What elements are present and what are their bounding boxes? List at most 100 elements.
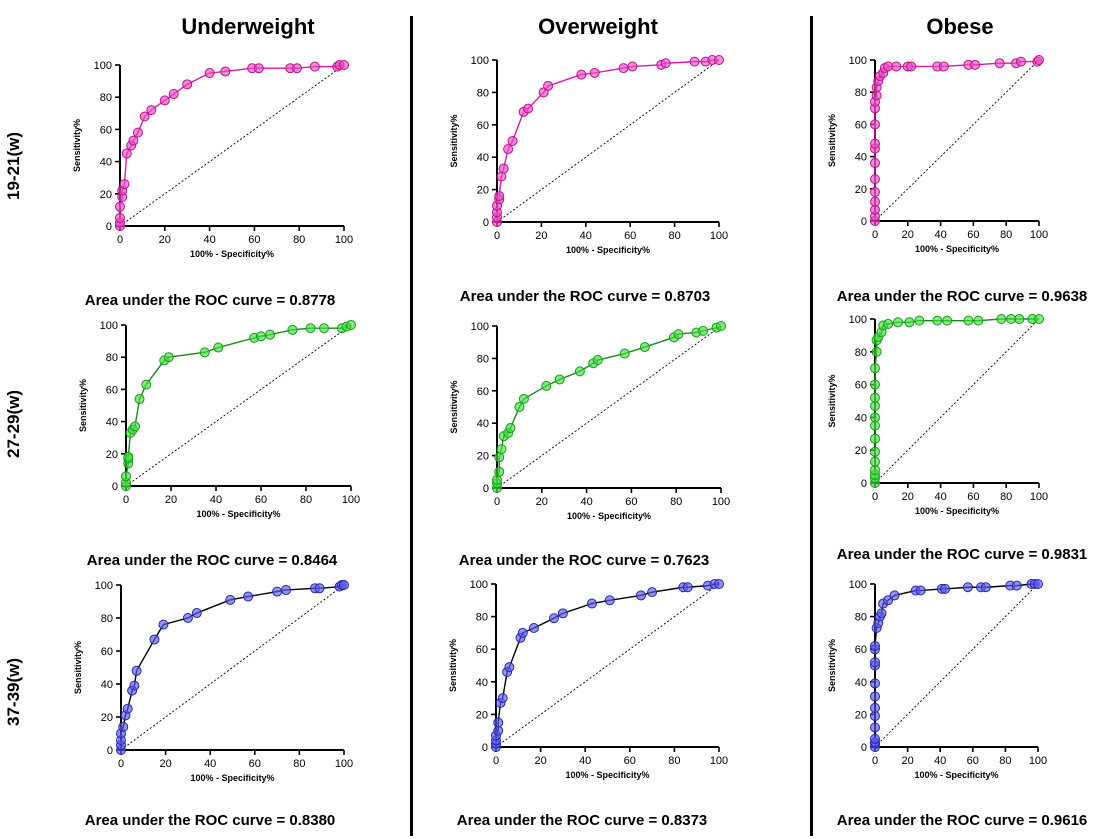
roc-point <box>528 623 539 634</box>
roc-point <box>314 583 325 594</box>
roc-point <box>963 315 974 326</box>
roc-panel-obese-19-21w: 0 20 40 60 80 100 0 20 40 60 80 100 100% - Specifici… <box>812 40 1112 315</box>
roc-point <box>870 420 880 431</box>
y-tick-label: 20 <box>476 709 488 721</box>
x-tick-label: 0 <box>494 230 500 242</box>
reference-diagonal <box>874 318 1040 484</box>
roc-point <box>287 324 298 335</box>
roc-point <box>129 680 140 691</box>
roc-panel-underweight-27-29w: 0 20 40 60 80 100 0 20 40 60 80 100 100% - Specifici… <box>62 304 362 579</box>
column-divider-right <box>810 16 813 836</box>
x-tick-label: 80 <box>670 496 682 508</box>
x-tick-label: 40 <box>210 494 222 506</box>
roc-point <box>871 346 882 357</box>
y-tick-label: 40 <box>477 152 489 164</box>
x-tick-label: 0 <box>493 755 499 767</box>
roc-point <box>689 56 700 67</box>
x-tick-label: 80 <box>668 755 680 767</box>
roc-point <box>938 61 949 72</box>
roc-panel-overweight-19-21w: 0 20 40 60 80 100 0 20 40 60 80 100 100% - Specifici… <box>435 40 735 315</box>
roc-point <box>291 63 302 74</box>
roc-point <box>883 595 894 606</box>
roc-point <box>132 127 143 138</box>
roc-point <box>503 144 514 155</box>
roc-point <box>309 61 320 72</box>
roc-point <box>618 63 629 74</box>
y-tick-label: 40 <box>100 157 112 169</box>
y-axis-label: Sensitivity% <box>448 639 458 692</box>
y-axis-label: Sensitivity% <box>78 379 88 432</box>
column-title-obese: Obese <box>926 14 994 39</box>
roc-point <box>1011 580 1022 591</box>
y-axis-label: Sensitivity% <box>73 641 83 694</box>
roc-point <box>548 613 559 624</box>
x-tick-label: 60 <box>967 491 979 503</box>
roc-curve-line <box>874 583 1038 747</box>
roc-panel-underweight-37-39w: 0 20 40 60 80 100 0 20 40 60 80 100 100% - Specifici… <box>60 564 360 839</box>
roc-point <box>627 61 638 72</box>
roc-point <box>574 366 585 377</box>
x-tick-label: 60 <box>625 496 637 508</box>
auc-label: Area under the ROC curve = 0.8464 <box>86 552 338 569</box>
x-tick-label: 100 <box>335 758 353 770</box>
roc-point <box>1015 56 1026 67</box>
x-tick-label: 100 <box>342 494 360 506</box>
auc-label: Area under the ROC curve = 0.8703 <box>459 288 711 305</box>
reference-diagonal <box>125 324 352 487</box>
roc-point <box>514 402 525 412</box>
auc-label: Area under the ROC curve = 0.8373 <box>456 812 708 829</box>
y-tick-label: 60 <box>477 120 489 132</box>
auc-label: Area under the ROC curve = 0.8380 <box>84 812 336 829</box>
roc-point <box>870 412 880 423</box>
roc-point <box>870 392 880 403</box>
roc-point <box>517 627 528 638</box>
roc-chart-svg: 0 20 40 60 80 100 0 20 40 60 80 100 100% - Specifici… <box>78 320 360 519</box>
roc-point <box>204 68 215 79</box>
roc-point <box>518 393 529 404</box>
y-tick-label: 0 <box>107 745 113 757</box>
reference-diagonal <box>120 584 345 751</box>
roc-point <box>892 317 903 328</box>
roc-point <box>682 582 693 593</box>
roc-point <box>942 315 953 326</box>
x-tick-label: 40 <box>580 230 592 242</box>
x-tick-label: 40 <box>579 755 591 767</box>
roc-point <box>265 329 275 340</box>
roc-point <box>494 466 505 477</box>
roc-point <box>970 59 981 70</box>
roc-panel-obese-27-29w: 0 20 40 60 80 100 0 20 40 60 80 100 100% - Specifici… <box>812 298 1112 573</box>
y-tick-label: 20 <box>106 449 118 461</box>
roc-chart-svg: 0 20 40 60 80 100 0 20 40 60 80 100 100% - Specifici… <box>827 314 1048 516</box>
roc-point <box>915 585 926 596</box>
x-tick-label: 80 <box>1000 229 1012 241</box>
y-axis-label: Sensitivity% <box>827 114 837 167</box>
roc-point <box>883 61 894 72</box>
y-tick-label: 20 <box>477 185 489 197</box>
roc-point <box>146 105 157 116</box>
y-tick-label: 80 <box>855 87 867 99</box>
roc-point <box>121 471 131 482</box>
y-tick-label: 100 <box>94 60 112 72</box>
x-tick-label: 100 <box>710 755 728 767</box>
roc-point <box>962 582 973 593</box>
roc-point <box>589 67 600 78</box>
y-tick-label: 0 <box>483 483 489 495</box>
reference-diagonal <box>495 583 720 748</box>
roc-point <box>714 579 724 589</box>
roc-point <box>870 657 880 668</box>
y-tick-label: 40 <box>855 677 867 689</box>
y-tick-label: 20 <box>100 189 112 201</box>
roc-point <box>870 379 880 390</box>
x-tick-label: 40 <box>203 234 215 246</box>
y-tick-label: 0 <box>861 478 867 490</box>
roc-chart-svg: 0 20 40 60 80 100 0 20 40 60 80 100 100% - Specifici… <box>827 55 1048 254</box>
roc-point <box>994 58 1005 69</box>
roc-point <box>492 474 502 485</box>
roc-point <box>281 584 292 595</box>
roc-point <box>604 595 615 606</box>
y-tick-label: 80 <box>855 347 867 359</box>
roc-point <box>870 691 880 702</box>
roc-point <box>639 342 650 353</box>
x-axis-label: 100% - Specificity% <box>915 244 999 254</box>
roc-point <box>504 662 515 673</box>
